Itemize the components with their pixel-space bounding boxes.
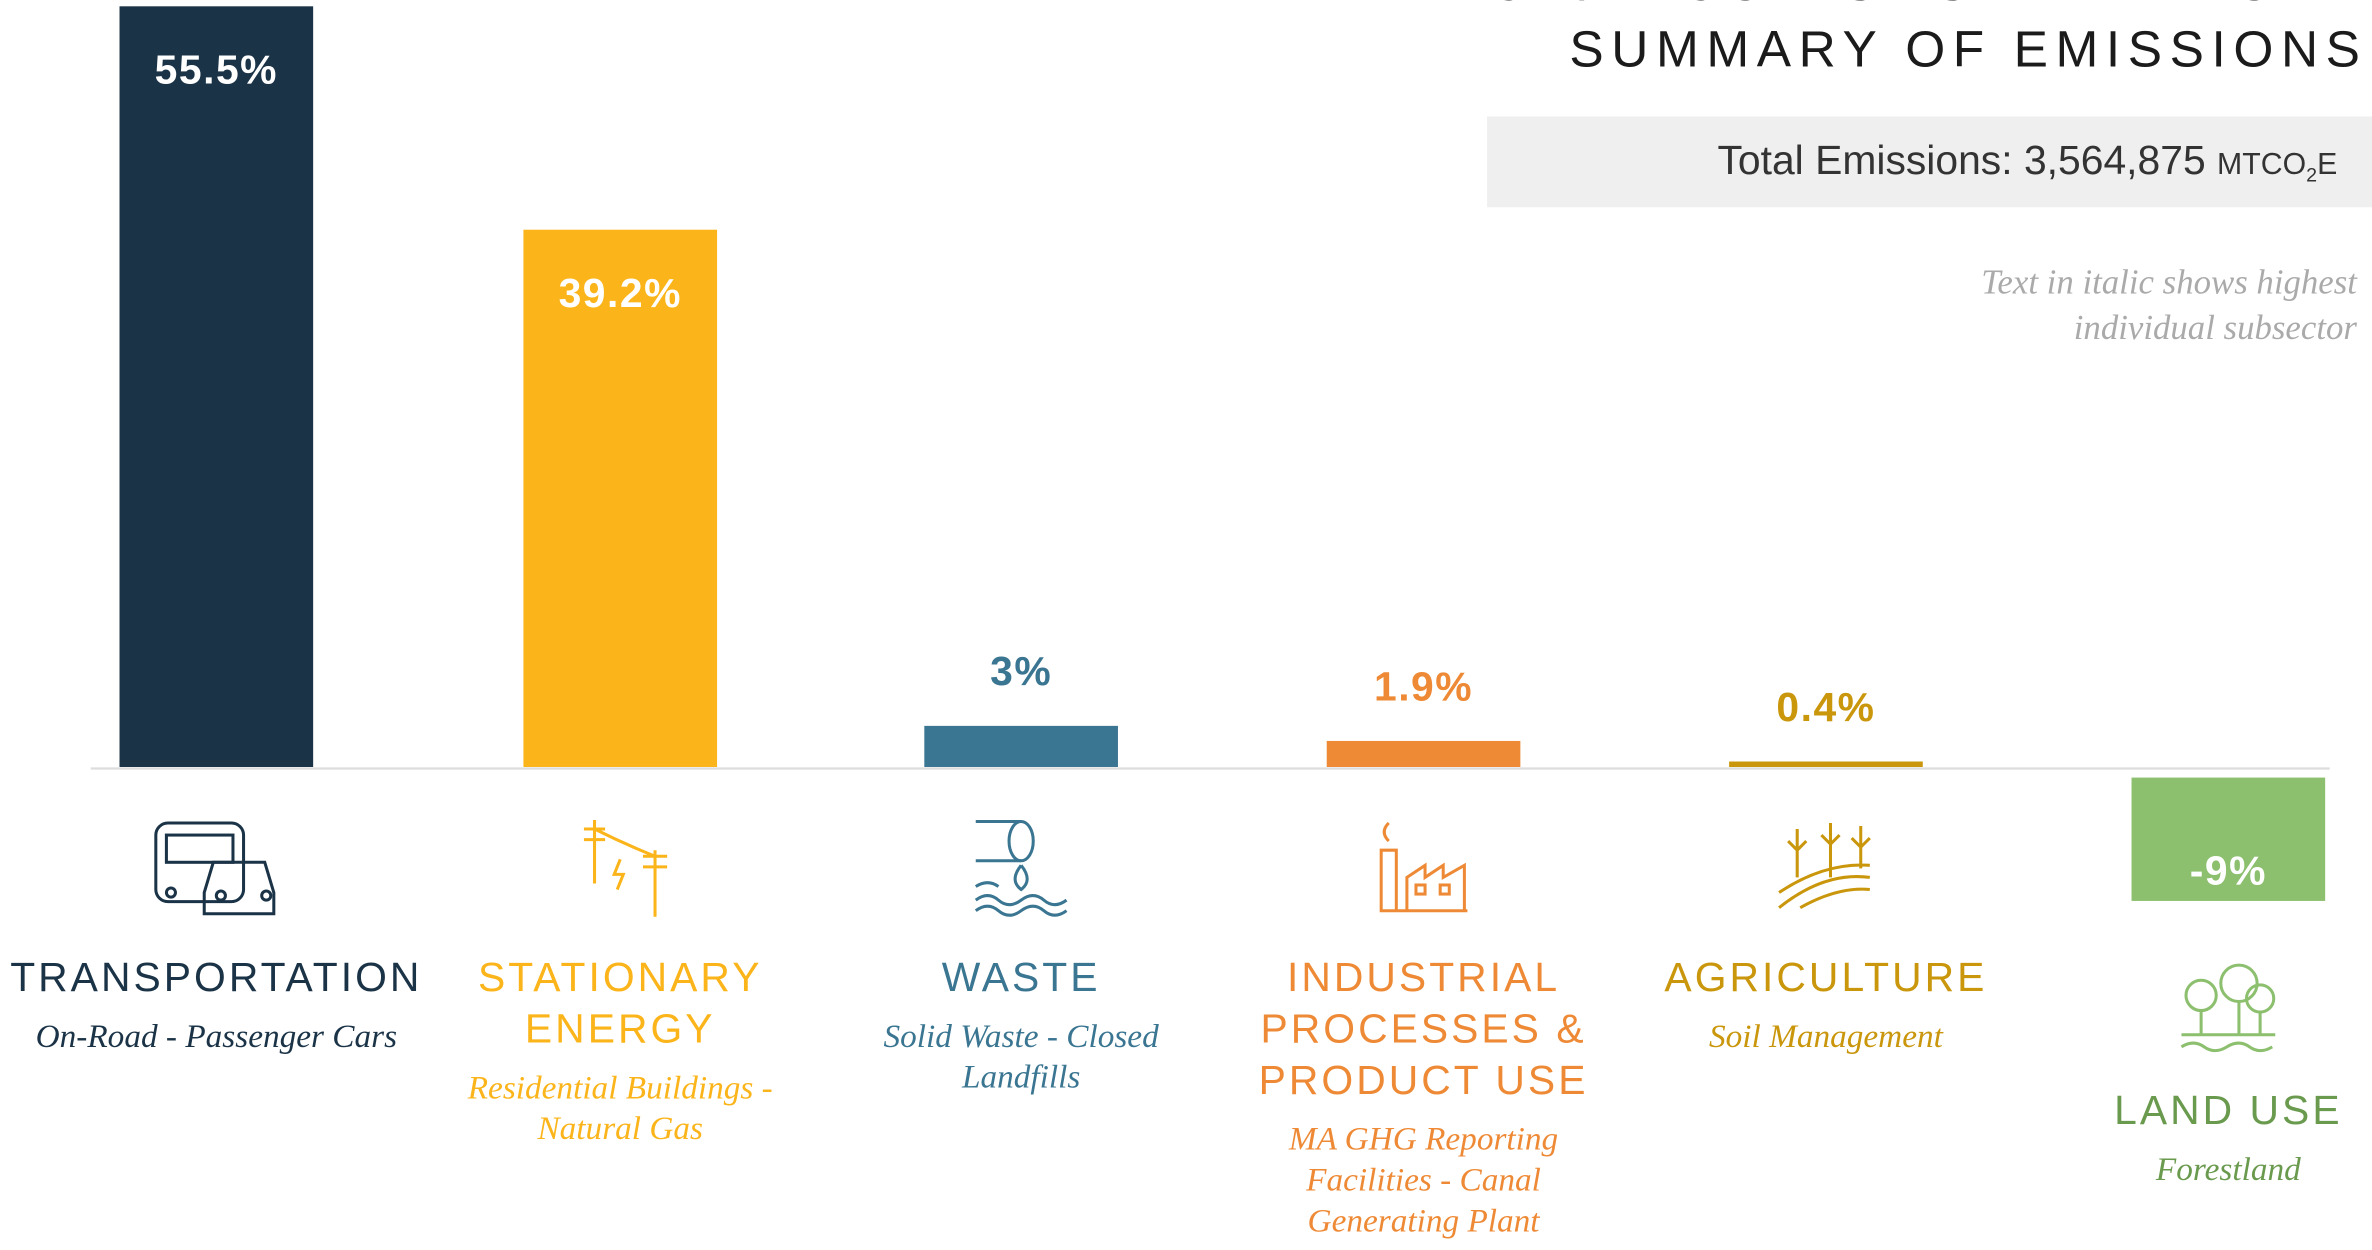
subsector: On-Road - Passenger Cars: [35, 1016, 398, 1055]
total-unit: MTCO2E: [2217, 148, 2338, 186]
category-column: TRANSPORTATION On-Road - Passenger Cars: [5, 952, 429, 1056]
bar: [924, 725, 1118, 767]
total-label: Total Emissions:: [1717, 137, 2013, 184]
unit: MTCO: [2217, 148, 2307, 182]
value-label: 0.4%: [1776, 684, 1875, 730]
industry-icon: [1379, 821, 1468, 913]
category-column: WASTE Solid Waste - Closed Landfills: [847, 952, 1195, 1097]
bar: [1729, 761, 1923, 767]
subsector: Solid Waste - Closed Landfills: [883, 1016, 1159, 1096]
subsector: Soil Management: [1709, 1016, 1943, 1055]
value-label: 1.9%: [1374, 663, 1473, 709]
energy-icon: [583, 819, 668, 917]
category-column: LAND USE Forestland: [2054, 1085, 2372, 1189]
total-emissions: Total Emissions: 3,564,875 MTCO2E: [1717, 138, 2337, 186]
subsector: Residential Buildings - Natural Gas: [467, 1068, 773, 1147]
total-value: 3,564,875: [2023, 137, 2206, 184]
waste-icon: [974, 819, 1068, 917]
bar: [119, 6, 314, 767]
unit-end: E: [2317, 148, 2338, 182]
value-label: 55.5%: [155, 47, 278, 93]
category-name: TRANSPORTATION: [10, 954, 423, 1000]
chart-title: CAPE COD GHG INVENTORY: [1489, 0, 2368, 14]
chart-subtitle: SUMMARY OF EMISSIONS: [1569, 21, 2368, 79]
category-name: STATIONARY ENERGY: [478, 954, 763, 1052]
bar: [1326, 740, 1521, 767]
total-box: Total Emissions: 3,564,875 MTCO2E: [1487, 116, 2372, 208]
icons: [154, 819, 2276, 1053]
category-name: AGRICULTURE: [1664, 954, 1988, 1000]
landuse-icon: [2180, 963, 2276, 1053]
value-label: 39.2%: [559, 270, 682, 316]
unit-sub: 2: [2306, 163, 2318, 187]
category-column: STATIONARY ENERGY Residential Buildings -…: [439, 952, 802, 1149]
subsector: Forestland: [2155, 1149, 2301, 1188]
value-label: 3%: [990, 648, 1052, 694]
category-name: INDUSTRIAL PROCESSES & PRODUCT USE: [1258, 954, 1589, 1103]
transport-icon: [154, 821, 276, 916]
bar: [2131, 777, 2326, 901]
value-label: -9%: [2190, 847, 2267, 893]
category-column: AGRICULTURE Soil Management: [1629, 952, 2022, 1056]
category-name: WASTE: [941, 954, 1101, 1000]
bar: [523, 229, 718, 767]
note: Text in italic shows highest individual …: [1981, 263, 2357, 347]
category-column: INDUSTRIAL PROCESSES & PRODUCT USE MA GHG…: [1234, 952, 1612, 1241]
category-name: LAND USE: [2114, 1087, 2343, 1134]
agriculture-icon: [1778, 822, 1871, 910]
subsector: MA GHG Reporting Facilities - Canal Gene…: [1288, 1119, 1559, 1239]
